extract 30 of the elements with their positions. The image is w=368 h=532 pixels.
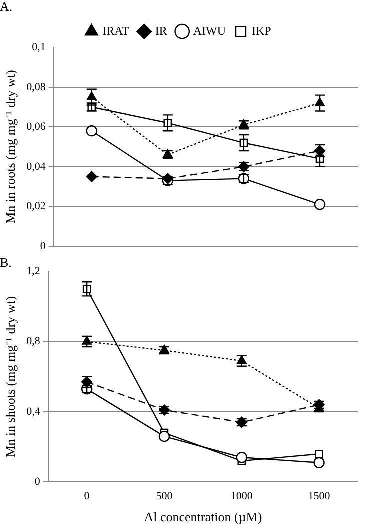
y-tick-label: 0,4 xyxy=(26,406,41,418)
chart-title: A. xyxy=(0,0,13,14)
legend-label: AIWU xyxy=(193,24,226,38)
point xyxy=(158,430,170,442)
legend-label: IR xyxy=(155,24,168,38)
y-tick-label: 0,02 xyxy=(26,200,46,213)
y-tick-label: 0,8 xyxy=(26,336,41,348)
legend-label: IRAT xyxy=(102,24,130,38)
x-axis-title: Al concentration (µM) xyxy=(144,510,262,525)
y-axis-title: Mn in shoots (mg mg⁻¹ dry wt) xyxy=(3,296,18,458)
point xyxy=(86,171,98,182)
point xyxy=(314,457,325,468)
point xyxy=(236,452,248,464)
point xyxy=(314,199,326,210)
y-tick-label: 0,08 xyxy=(26,81,46,94)
chart-title: B. xyxy=(0,255,12,270)
point xyxy=(315,450,324,458)
y-tick-label: 0 xyxy=(34,476,41,488)
x-tick-label: 500 xyxy=(156,490,174,503)
x-tick-label: 1500 xyxy=(308,490,331,503)
legend-label: IKP xyxy=(252,24,272,38)
y-tick-label: 0,04 xyxy=(26,160,46,173)
y-tick-label: 0 xyxy=(40,240,46,252)
y-tick-label: 0,1 xyxy=(32,41,46,54)
y-axis-title: Mn in roots (mg mg⁻¹ dry wt) xyxy=(3,70,18,224)
point xyxy=(86,125,98,137)
y-tick-label: 0,06 xyxy=(26,121,46,134)
y-tick-label: 1,2 xyxy=(26,265,40,278)
x-tick-label: 0 xyxy=(84,490,90,503)
x-tick-label: 1000 xyxy=(230,490,254,503)
